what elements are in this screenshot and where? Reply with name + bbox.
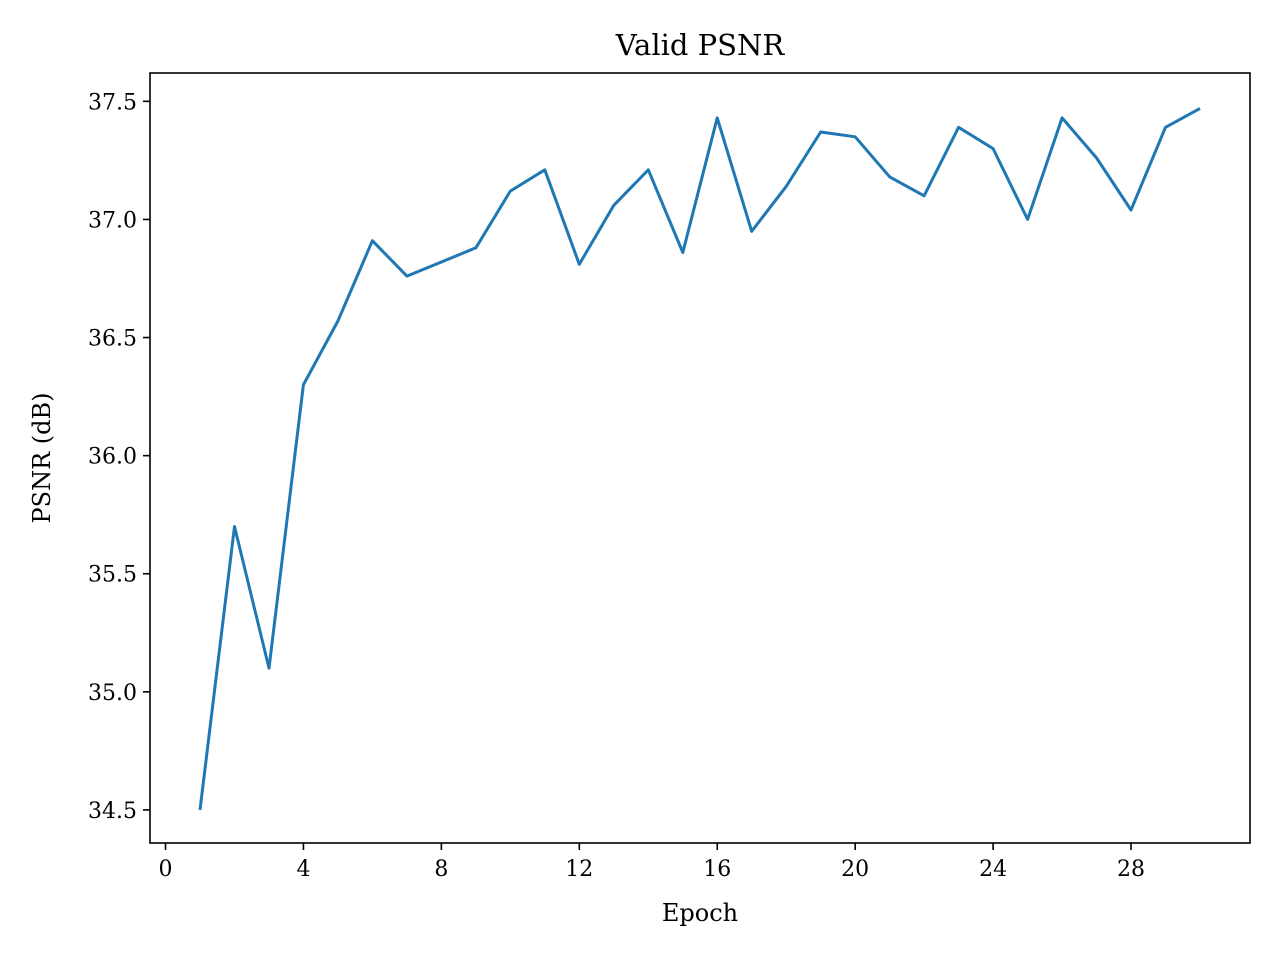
chart-title: Valid PSNR [615,28,786,62]
x-tick-label: 28 [1117,857,1145,882]
x-tick-label: 4 [296,857,310,882]
x-tick-label: 16 [703,857,731,882]
x-tick-label: 0 [159,857,173,882]
series-line [198,107,1201,811]
x-axis-label: Epoch [662,899,738,927]
y-tick-label: 36.5 [88,327,137,352]
x-tick-label: 12 [565,857,593,882]
series-layer [198,107,1201,811]
axes-ticks: 0 4 8 12 16 20 24 28 34.5 35.0 35.5 36.0 36.5 37.0 37.… [88,90,1145,882]
x-tick-label: 8 [434,857,448,882]
plot-frame [149,72,1251,844]
y-tick-label: 37.5 [88,90,137,115]
x-tick-label: 24 [979,857,1007,882]
y-tick-label: 36.0 [88,445,137,470]
y-tick-label: 35.0 [88,681,137,706]
y-tick-label: 37.0 [88,208,137,233]
x-tick-label: 20 [841,857,869,882]
y-axis-label: PSNR (dB) [28,392,56,523]
y-tick-label: 34.5 [88,799,137,824]
y-tick-label: 35.5 [88,563,137,588]
